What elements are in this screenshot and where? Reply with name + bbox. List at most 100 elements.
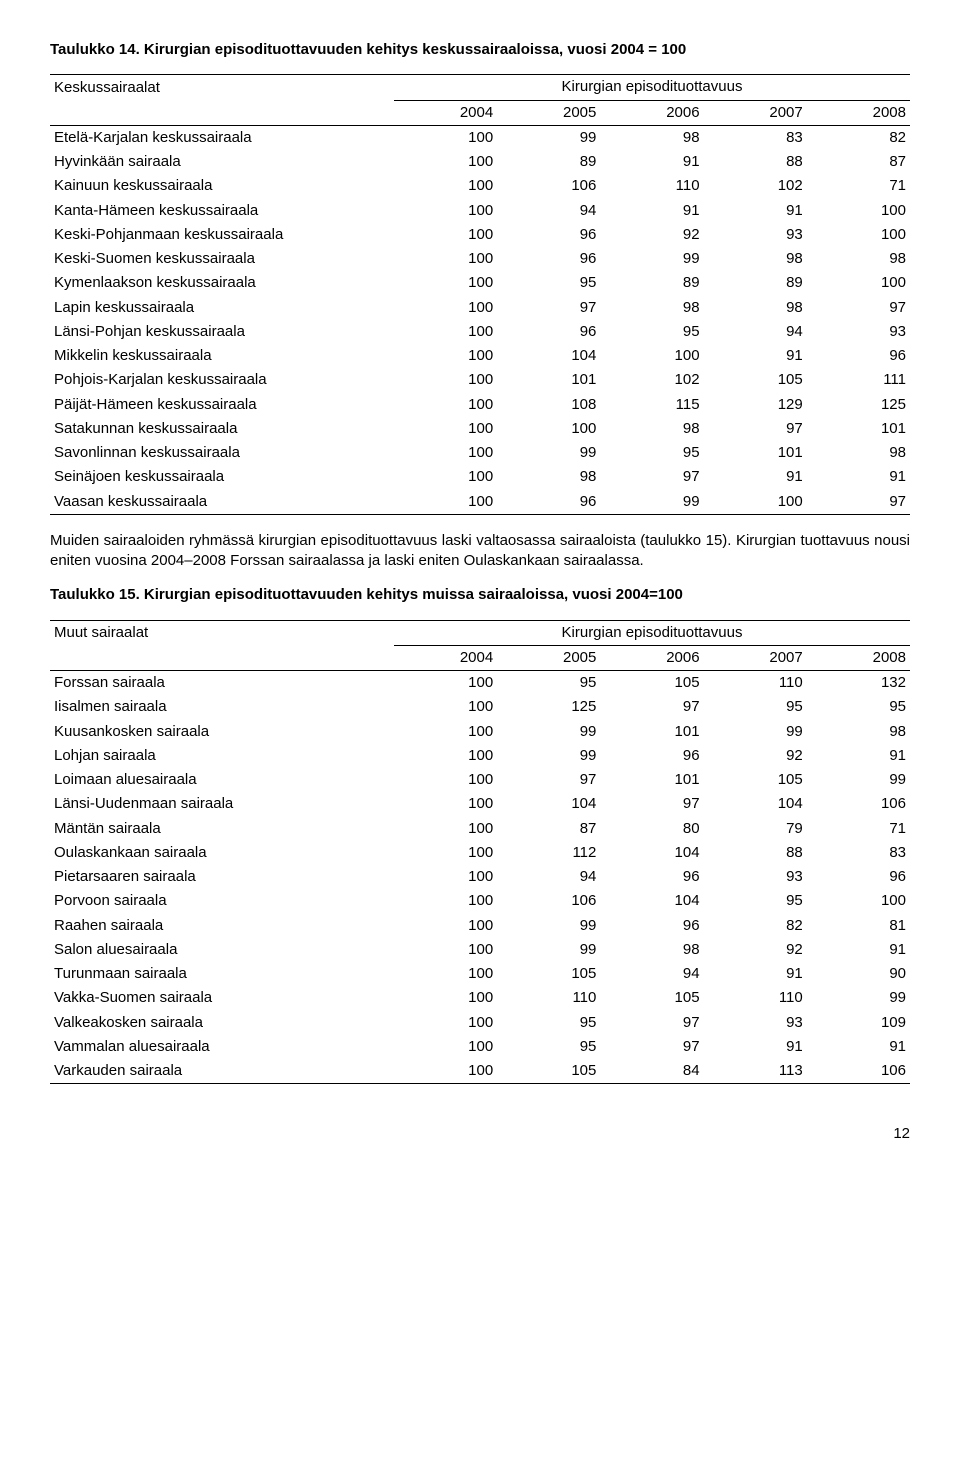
table-row: Iisalmen sairaala100125979595 — [50, 695, 910, 719]
page-number: 12 — [50, 1124, 910, 1144]
value-cell: 91 — [807, 465, 910, 489]
value-cell: 105 — [497, 962, 600, 986]
value-cell: 95 — [704, 889, 807, 913]
value-cell: 99 — [704, 720, 807, 744]
value-cell: 98 — [600, 417, 703, 441]
value-cell: 98 — [807, 247, 910, 271]
value-cell: 100 — [394, 393, 497, 417]
value-cell: 100 — [394, 768, 497, 792]
table-row: Pietarsaaren sairaala10094969396 — [50, 865, 910, 889]
value-cell: 82 — [704, 914, 807, 938]
table-row: Keski-Suomen keskussairaala10096999898 — [50, 247, 910, 271]
value-cell: 96 — [807, 344, 910, 368]
value-cell: 83 — [704, 125, 807, 150]
value-cell: 110 — [497, 986, 600, 1010]
value-cell: 99 — [600, 247, 703, 271]
row-name: Iisalmen sairaala — [50, 695, 394, 719]
row-name: Päijät-Hämeen keskussairaala — [50, 393, 394, 417]
value-cell: 98 — [600, 125, 703, 150]
value-cell: 100 — [394, 962, 497, 986]
table14-super-header: Kirurgian episodituottavuus — [394, 75, 910, 100]
value-cell: 90 — [807, 962, 910, 986]
value-cell: 100 — [394, 223, 497, 247]
row-name: Etelä-Karjalan keskussairaala — [50, 125, 394, 150]
value-cell: 94 — [704, 320, 807, 344]
value-cell: 113 — [704, 1059, 807, 1084]
value-cell: 100 — [394, 841, 497, 865]
value-cell: 112 — [497, 841, 600, 865]
table-row: Vaasan keskussairaala100969910097 — [50, 490, 910, 515]
table15-super-header: Kirurgian episodituottavuus — [394, 620, 910, 645]
value-cell: 102 — [704, 174, 807, 198]
value-cell: 100 — [704, 490, 807, 515]
table15-group-label: Muut sairaalat — [50, 620, 394, 645]
value-cell: 97 — [600, 1011, 703, 1035]
row-name: Pohjois-Karjalan keskussairaala — [50, 368, 394, 392]
table14-group-label: Keskussairaalat — [50, 75, 394, 100]
value-cell: 110 — [600, 174, 703, 198]
row-name: Salon aluesairaala — [50, 938, 394, 962]
row-name: Länsi-Uudenmaan sairaala — [50, 792, 394, 816]
table14-title: Taulukko 14. Kirurgian episodituottavuud… — [50, 40, 910, 60]
row-name: Keski-Suomen keskussairaala — [50, 247, 394, 271]
value-cell: 82 — [807, 125, 910, 150]
value-cell: 98 — [704, 296, 807, 320]
value-cell: 88 — [704, 841, 807, 865]
row-name: Keski-Pohjanmaan keskussairaala — [50, 223, 394, 247]
value-cell: 100 — [394, 174, 497, 198]
value-cell: 108 — [497, 393, 600, 417]
value-cell: 93 — [807, 320, 910, 344]
row-name: Savonlinnan keskussairaala — [50, 441, 394, 465]
value-cell: 100 — [394, 1035, 497, 1059]
value-cell: 105 — [704, 368, 807, 392]
value-cell: 83 — [807, 841, 910, 865]
value-cell: 98 — [497, 465, 600, 489]
value-cell: 93 — [704, 1011, 807, 1035]
table-row: Päijät-Hämeen keskussairaala100108115129… — [50, 393, 910, 417]
table-row: Kuusankosken sairaala100991019998 — [50, 720, 910, 744]
value-cell: 99 — [807, 768, 910, 792]
value-cell: 101 — [600, 720, 703, 744]
table15-year-row: 2004 2005 2006 2007 2008 — [50, 645, 910, 670]
value-cell: 100 — [394, 1059, 497, 1084]
value-cell: 101 — [704, 441, 807, 465]
value-cell: 71 — [807, 817, 910, 841]
value-cell: 100 — [394, 247, 497, 271]
row-name: Forssan sairaala — [50, 671, 394, 696]
value-cell: 80 — [600, 817, 703, 841]
table-row: Länsi-Uudenmaan sairaala10010497104106 — [50, 792, 910, 816]
value-cell: 100 — [394, 817, 497, 841]
row-name: Lapin keskussairaala — [50, 296, 394, 320]
value-cell: 105 — [600, 671, 703, 696]
value-cell: 91 — [704, 465, 807, 489]
value-cell: 100 — [394, 490, 497, 515]
value-cell: 91 — [807, 938, 910, 962]
table-row: Kanta-Hämeen keskussairaala100949191100 — [50, 199, 910, 223]
value-cell: 96 — [497, 223, 600, 247]
table-row: Porvoon sairaala10010610495100 — [50, 889, 910, 913]
value-cell: 111 — [807, 368, 910, 392]
table-row: Pohjois-Karjalan keskussairaala100101102… — [50, 368, 910, 392]
value-cell: 91 — [704, 1035, 807, 1059]
table15-title: Taulukko 15. Kirurgian episodituottavuud… — [50, 585, 910, 605]
paragraph: Muiden sairaaloiden ryhmässä kirurgian e… — [50, 531, 910, 572]
value-cell: 97 — [600, 792, 703, 816]
table-row: Salon aluesairaala10099989291 — [50, 938, 910, 962]
year-cell: 2007 — [704, 100, 807, 125]
value-cell: 87 — [497, 817, 600, 841]
row-name: Kanta-Hämeen keskussairaala — [50, 199, 394, 223]
value-cell: 96 — [497, 320, 600, 344]
row-name: Porvoon sairaala — [50, 889, 394, 913]
value-cell: 96 — [600, 865, 703, 889]
value-cell: 100 — [394, 938, 497, 962]
value-cell: 100 — [394, 271, 497, 295]
row-name: Länsi-Pohjan keskussairaala — [50, 320, 394, 344]
value-cell: 95 — [704, 695, 807, 719]
value-cell: 106 — [497, 174, 600, 198]
value-cell: 91 — [600, 199, 703, 223]
value-cell: 100 — [807, 199, 910, 223]
value-cell: 104 — [600, 889, 703, 913]
value-cell: 91 — [704, 344, 807, 368]
value-cell: 99 — [497, 125, 600, 150]
value-cell: 95 — [807, 695, 910, 719]
